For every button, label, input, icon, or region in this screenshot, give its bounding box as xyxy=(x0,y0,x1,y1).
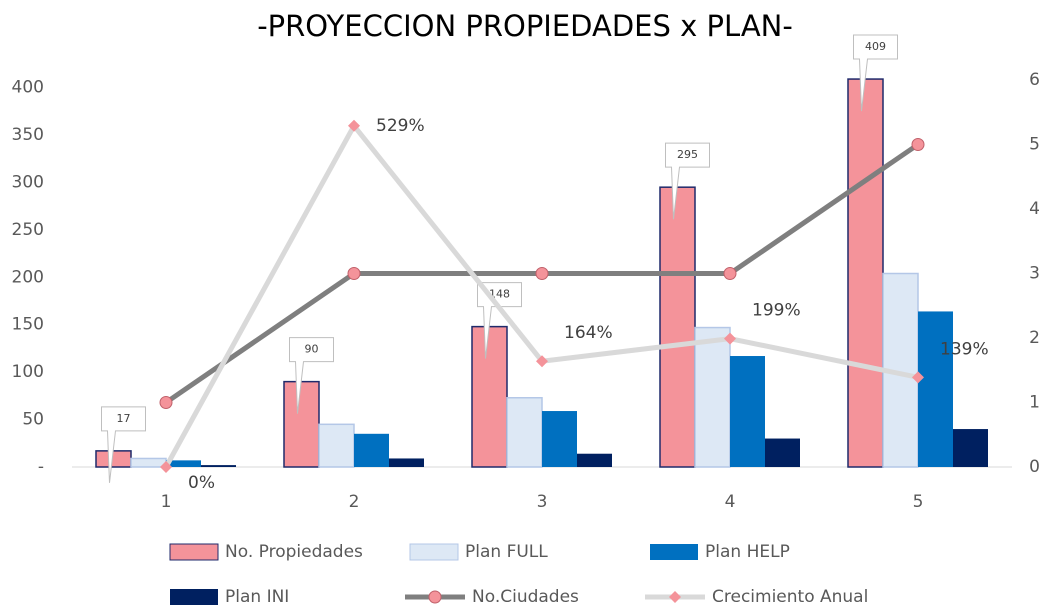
x-tick-label: 4 xyxy=(725,492,736,512)
x-tick-label: 5 xyxy=(913,492,924,512)
callout xyxy=(665,142,710,220)
bar xyxy=(354,433,389,467)
legend-label: Plan FULL xyxy=(465,542,548,562)
y2-tick-label: 0 xyxy=(1029,457,1040,477)
bar xyxy=(283,380,320,468)
legend-label: No.Ciudades xyxy=(472,587,579,607)
y2-tick-label: 6 xyxy=(1029,70,1040,90)
bar xyxy=(95,450,132,468)
legend-label: Crecimiento Anual xyxy=(712,587,868,607)
bar xyxy=(542,411,577,467)
bar xyxy=(389,458,424,467)
callout xyxy=(853,34,898,112)
legend-swatch xyxy=(650,544,698,560)
y-tick-label: 250 xyxy=(12,220,44,240)
marker xyxy=(723,267,737,280)
legend-label: Plan INI xyxy=(225,587,289,607)
legend-swatch xyxy=(169,543,219,561)
marker xyxy=(160,461,172,473)
data-label: 409 xyxy=(865,40,886,53)
y2-tick-label: 3 xyxy=(1029,264,1040,284)
marker xyxy=(911,138,925,151)
bar xyxy=(953,429,988,467)
marker xyxy=(535,267,549,280)
legend-swatch xyxy=(409,543,459,561)
bar xyxy=(918,311,953,467)
legend-marker xyxy=(669,591,681,603)
callout xyxy=(289,337,334,414)
y2-tick-label: 1 xyxy=(1029,393,1040,413)
data-label: 199% xyxy=(752,301,801,321)
y-tick-label: 400 xyxy=(12,78,44,98)
data-label: 148 xyxy=(489,288,510,301)
marker xyxy=(159,396,173,409)
callout xyxy=(101,406,146,483)
bar xyxy=(730,356,765,467)
callout xyxy=(477,282,522,359)
bar xyxy=(765,438,800,467)
legend-swatch xyxy=(170,589,218,605)
y-tick-label: 200 xyxy=(12,267,44,287)
legend-marker xyxy=(428,590,442,604)
marker xyxy=(912,371,924,384)
y-tick-label: 100 xyxy=(12,362,44,382)
y-tick-label: - xyxy=(38,457,44,477)
y2-tick-label: 2 xyxy=(1029,328,1040,348)
data-label: 90 xyxy=(305,343,319,356)
y2-tick-label: 5 xyxy=(1029,135,1040,155)
y-tick-label: 300 xyxy=(12,172,44,192)
bar xyxy=(694,326,731,468)
bar xyxy=(659,186,696,468)
chart-title: -PROYECCION PROPIEDADES x PLAN- xyxy=(257,9,793,43)
legend-label: Plan HELP xyxy=(705,542,790,562)
bar xyxy=(318,423,355,468)
marker xyxy=(347,267,361,280)
marker xyxy=(724,332,736,345)
x-tick-label: 1 xyxy=(161,492,172,512)
data-label: 164% xyxy=(564,323,613,343)
bar xyxy=(847,78,884,468)
data-label: 529% xyxy=(376,116,425,136)
data-label: 17 xyxy=(117,412,131,425)
bar xyxy=(130,457,167,468)
marker xyxy=(536,355,548,368)
x-tick-label: 3 xyxy=(537,492,548,512)
data-label: 139% xyxy=(940,339,989,359)
data-label: 295 xyxy=(677,148,698,161)
bar xyxy=(506,397,543,468)
bar xyxy=(471,325,508,468)
legend-label: No. Propiedades xyxy=(225,542,363,562)
x-tick-label: 2 xyxy=(349,492,360,512)
y-tick-label: 350 xyxy=(12,125,44,145)
marker xyxy=(348,119,360,132)
bar xyxy=(201,465,236,467)
bar xyxy=(166,460,201,467)
y-tick-label: 150 xyxy=(12,315,44,335)
data-label: 0% xyxy=(188,473,215,493)
y-tick-label: 50 xyxy=(22,410,44,430)
y2-tick-label: 4 xyxy=(1029,199,1040,219)
bar xyxy=(577,453,612,467)
